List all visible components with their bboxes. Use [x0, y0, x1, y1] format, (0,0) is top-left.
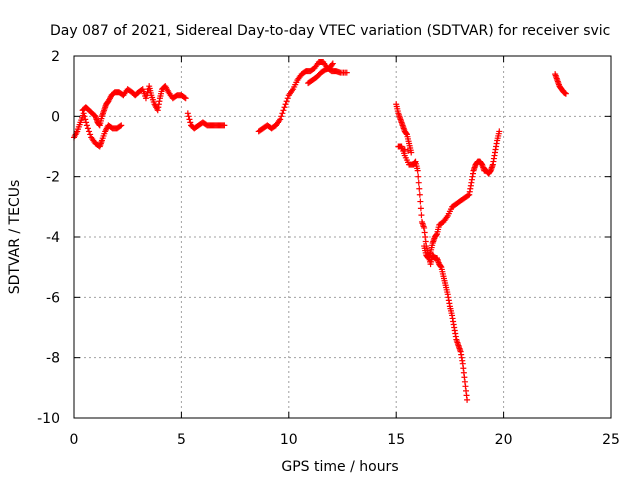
data-point	[280, 107, 287, 114]
data-point	[417, 205, 424, 212]
x-tick-label: 0	[70, 432, 79, 448]
y-tick-label: 2	[51, 49, 60, 65]
data-point	[86, 128, 93, 135]
data-point	[417, 198, 424, 205]
data-point	[186, 116, 193, 123]
data-point	[142, 95, 149, 102]
data-point	[329, 60, 336, 67]
y-tick-label: -10	[37, 411, 60, 427]
data-point	[182, 95, 189, 102]
data-point	[221, 122, 228, 129]
data-point	[187, 119, 194, 126]
data-point	[83, 122, 90, 129]
data-points	[71, 59, 569, 403]
data-point	[118, 122, 125, 129]
data-point	[83, 119, 90, 126]
x-tick-label: 10	[280, 432, 298, 448]
data-point	[465, 192, 472, 199]
data-point	[416, 185, 423, 192]
data-point	[117, 123, 124, 130]
data-point	[418, 212, 425, 219]
data-point	[185, 113, 192, 120]
y-tick-label: -8	[46, 351, 60, 367]
data-point	[496, 128, 503, 135]
chart-title: Day 087 of 2021, Sidereal Day-to-day VTE…	[50, 23, 610, 39]
data-point	[277, 116, 284, 123]
data-point	[408, 149, 415, 156]
x-tick-label: 25	[602, 432, 620, 448]
data-point	[329, 61, 336, 68]
y-tick-label: -4	[46, 230, 60, 246]
data-point	[84, 125, 91, 132]
data-point	[81, 113, 88, 120]
y-axis-label: SDTVAR / TECUs	[7, 180, 23, 295]
data-point	[415, 179, 422, 186]
x-axis-label: GPS time / hours	[281, 459, 398, 475]
data-point	[283, 98, 290, 105]
data-point	[284, 95, 291, 102]
grid-lines	[74, 56, 611, 418]
x-tick-label: 20	[495, 432, 513, 448]
data-point	[416, 191, 423, 198]
data-point	[278, 113, 285, 120]
data-point	[181, 94, 188, 101]
data-point	[464, 396, 471, 403]
data-point	[87, 131, 94, 138]
data-point	[415, 173, 422, 180]
data-point	[562, 90, 569, 97]
y-tick-label: -6	[46, 290, 60, 306]
data-point	[281, 104, 288, 111]
data-point	[282, 101, 289, 108]
y-tick-label: -2	[46, 170, 60, 186]
axis-ticks: 0 5 10 15 20 25 -10 -8 -6 -4 -2 0 2	[37, 49, 620, 448]
data-point	[343, 69, 350, 76]
x-tick-label: 5	[177, 432, 186, 448]
data-point	[184, 110, 191, 117]
data-point	[279, 110, 286, 117]
x-tick-label: 15	[387, 432, 405, 448]
data-point	[82, 116, 89, 123]
y-tick-label: 0	[51, 109, 60, 125]
data-point	[414, 167, 421, 174]
